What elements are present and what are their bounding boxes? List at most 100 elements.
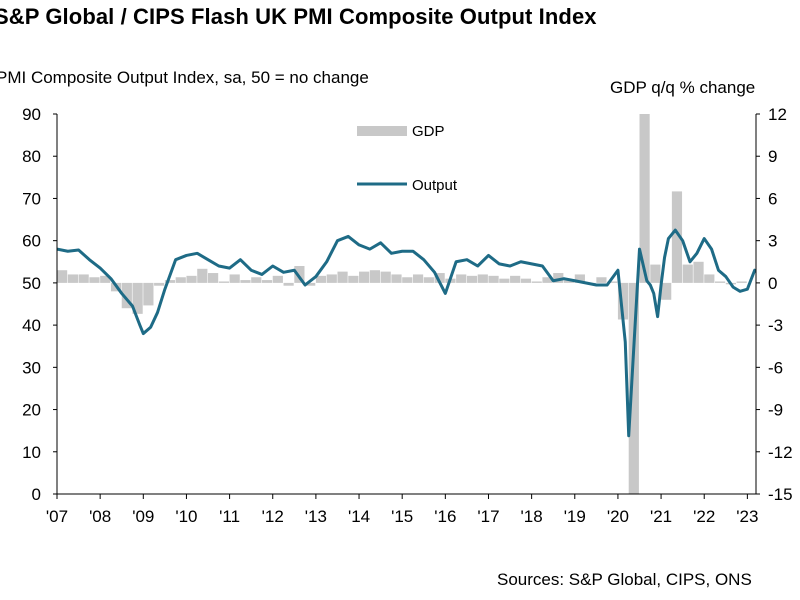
gdp-bar <box>229 274 240 283</box>
gdp-bar <box>423 277 434 283</box>
gdp-bar <box>175 277 186 283</box>
gdp-bar <box>272 275 283 283</box>
left-tick-label: 90 <box>22 105 41 124</box>
gdp-bar <box>67 274 78 283</box>
gdp-bar <box>380 271 391 283</box>
x-tick-label: '18 <box>521 507 543 526</box>
gdp-bar <box>197 268 208 283</box>
chart-title: S&P Global / CIPS Flash UK PMI Composite… <box>0 4 597 29</box>
gdp-bar <box>531 281 542 283</box>
gdp-bar <box>315 275 327 283</box>
right-tick-label: -12 <box>768 443 793 462</box>
left-tick-label: 0 <box>32 485 41 504</box>
right-tick-label: 0 <box>768 274 777 293</box>
x-tick-label: '07 <box>46 507 68 526</box>
gdp-bar <box>412 274 424 283</box>
gdp-bar <box>596 277 607 283</box>
gdp-bar <box>607 281 618 283</box>
gdp-bar <box>661 282 672 300</box>
left-tick-label: 30 <box>22 358 41 377</box>
gdp-bar <box>186 275 197 283</box>
left-tick-label: 20 <box>22 401 41 420</box>
legend-gdp-label: GDP <box>412 123 445 140</box>
gdp-bar <box>650 264 661 283</box>
gdp-bar <box>121 282 132 309</box>
gdp-bar <box>563 280 575 283</box>
gdp-bar <box>391 274 402 283</box>
gdp-bar <box>693 261 704 283</box>
gdp-bar <box>466 275 478 283</box>
x-tick-label: '16 <box>434 507 456 526</box>
gdp-bar <box>218 281 229 283</box>
gdp-bar <box>154 282 165 286</box>
gdp-bar <box>736 281 747 283</box>
x-tick-label: '08 <box>89 507 111 526</box>
right-tick-label: -3 <box>768 316 783 335</box>
gdp-bar <box>326 274 337 283</box>
x-tick-label: '19 <box>564 507 586 526</box>
x-tick-label: '14 <box>348 507 370 526</box>
gdp-bar <box>477 274 488 283</box>
gdp-bar <box>574 274 585 283</box>
right-tick-label: -15 <box>768 485 793 504</box>
gdp-bar <box>143 282 154 306</box>
gdp-bar <box>671 191 683 283</box>
right-tick-label: 6 <box>768 189 777 208</box>
gdp-bar <box>78 274 89 283</box>
right-tick-label: 12 <box>768 105 787 124</box>
gdp-bar <box>617 282 629 320</box>
gdp-bar <box>682 264 693 283</box>
gdp-bar <box>628 282 639 494</box>
right-tick-label: -6 <box>768 358 783 377</box>
gdp-bar <box>434 273 445 283</box>
left-tick-label: 60 <box>22 232 41 251</box>
gdp-bar <box>240 280 251 283</box>
right-tick-label: 9 <box>768 147 777 166</box>
right-tick-label: -9 <box>768 401 783 420</box>
gdp-bar <box>251 277 262 283</box>
gdp-bar <box>359 271 370 283</box>
gdp-bar <box>337 271 348 283</box>
gdp-bar <box>715 281 726 283</box>
gdp-bar <box>639 114 650 283</box>
legend-output-label: Output <box>412 177 458 194</box>
output-line <box>57 228 756 438</box>
x-tick-label: '22 <box>693 507 715 526</box>
legend-gdp-swatch <box>357 126 407 136</box>
gdp-bar <box>488 275 499 283</box>
left-tick-label: 50 <box>22 274 41 293</box>
gdp-bar <box>283 282 294 286</box>
gdp-bar <box>402 277 413 283</box>
gdp-bar <box>542 277 553 283</box>
x-tick-label: '13 <box>305 507 327 526</box>
x-tick-label: '23 <box>736 507 758 526</box>
gdp-bar <box>89 277 100 283</box>
gdp-bar <box>164 280 176 283</box>
left-tick-label: 70 <box>22 189 41 208</box>
source-note: Sources: S&P Global, CIPS, ONS <box>497 570 752 589</box>
left-tick-label: 10 <box>22 443 41 462</box>
gdp-bar <box>294 266 305 283</box>
gdp-bar <box>208 273 219 283</box>
left-tick-label: 40 <box>22 316 41 335</box>
gdp-bar <box>704 274 715 283</box>
right-axis-label: GDP q/q % change <box>610 78 756 97</box>
x-tick-label: '15 <box>391 507 413 526</box>
x-tick-label: '11 <box>219 507 240 526</box>
right-tick-label: 3 <box>768 232 777 251</box>
gdp-bar <box>305 282 316 286</box>
x-tick-label: '20 <box>607 507 629 526</box>
gdp-bar <box>456 274 467 283</box>
gdp-bar <box>510 275 521 283</box>
gdp-bar <box>369 270 381 283</box>
left-tick-label: 80 <box>22 147 41 166</box>
gdp-bar <box>499 278 510 283</box>
gdp-bar <box>553 273 564 283</box>
gdp-bar <box>100 275 111 283</box>
gdp-bar <box>348 275 359 283</box>
gdp-bar <box>132 282 143 314</box>
x-tick-label: '09 <box>132 507 154 526</box>
x-tick-label: '10 <box>175 507 197 526</box>
x-tick-label: '17 <box>477 507 499 526</box>
